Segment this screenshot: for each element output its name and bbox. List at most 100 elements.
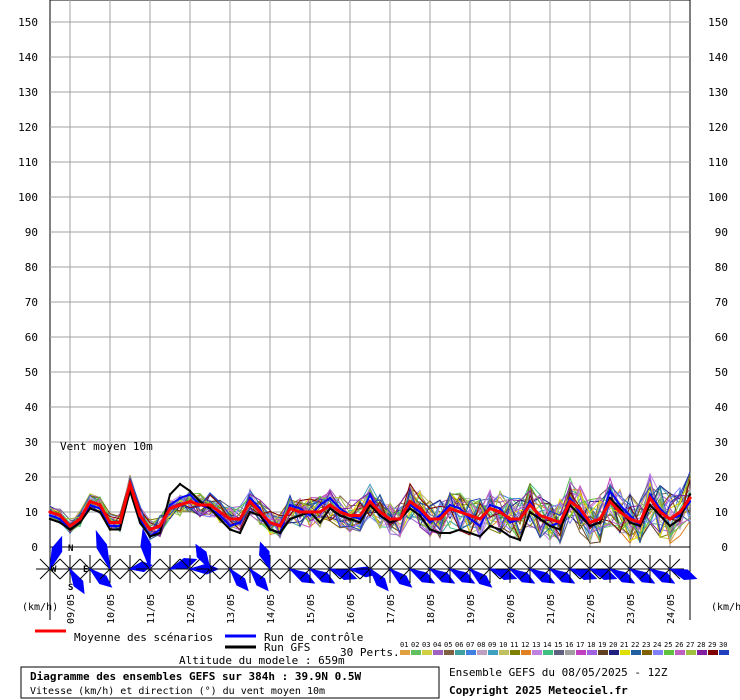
date-label: 24/05 (666, 594, 677, 624)
series-point-mean (388, 517, 392, 521)
series-point-mean (668, 517, 672, 521)
unit-left: (km/h) (22, 602, 58, 613)
series-point-mean (118, 520, 122, 525)
series-point-gfs (68, 528, 72, 531)
member-legend-id: 23 (642, 641, 650, 649)
member-legend-swatch (554, 650, 564, 655)
series-point-gfs (268, 528, 272, 531)
member-legend-id: 21 (620, 641, 628, 649)
series-point-gfs (98, 510, 102, 514)
series-point-control (248, 496, 252, 500)
series-point-mean (58, 513, 62, 518)
wind-wedge (668, 568, 698, 580)
wind-wedge (259, 541, 271, 571)
series-point-gfs (328, 507, 332, 510)
date-label: 19/05 (466, 594, 477, 624)
member-legend-swatch (675, 650, 685, 655)
y-tick-label-right: 10 (715, 506, 728, 519)
series-point-control (508, 521, 512, 524)
series-point-mean (438, 517, 442, 521)
series-point-mean (518, 517, 522, 521)
series-point-control (238, 521, 242, 524)
member-legend-id: 27 (686, 641, 694, 649)
member-legend: 01 02 03 04 05 06 07 08 09 10 11 12 13 14 15 16 17 18 19 20… (400, 641, 729, 655)
date-label: 22/05 (586, 594, 597, 624)
member-legend-swatch (532, 650, 542, 655)
series-point-gfs (478, 535, 482, 538)
member-legend-id: 16 (565, 641, 573, 649)
chart-title: Diagramme des ensembles GEFS sur 384h : … (30, 670, 362, 683)
series-point-control (448, 503, 452, 507)
member-legend-swatch (543, 650, 553, 655)
series-point-gfs (588, 524, 592, 528)
series-point-gfs (218, 517, 222, 521)
series-point-control (528, 500, 532, 503)
run-info: Ensemble GEFS du 08/05/2025 - 12Z (449, 666, 668, 679)
series-point-mean (528, 503, 532, 507)
wind-wedge (95, 529, 111, 570)
series-point-mean (398, 517, 402, 521)
series-point-mean (628, 517, 632, 521)
wind-wedge (248, 567, 269, 592)
date-label: 18/05 (426, 594, 437, 624)
series-point-mean (278, 524, 282, 528)
member-legend-swatch (686, 650, 696, 655)
series-point-gfs (418, 514, 422, 517)
wind-wedge (288, 568, 316, 584)
date-label: 12/05 (186, 594, 197, 624)
series-point-gfs (178, 482, 182, 486)
series-point-gfs (158, 531, 162, 535)
main-series (48, 478, 692, 542)
series-point-control (648, 493, 652, 496)
series-point-gfs (428, 528, 432, 531)
member-legend-id: 09 (488, 641, 496, 649)
member-legend-swatch (719, 650, 729, 655)
series-point-control (188, 493, 192, 496)
date-label: 14/05 (266, 594, 277, 624)
y-tick-label-left: 20 (25, 471, 38, 484)
series-point-control (368, 493, 372, 496)
series-point-mean (348, 513, 352, 518)
member-legend-swatch (444, 650, 454, 655)
y-tick-label-right: 110 (708, 156, 728, 169)
series-point-gfs (208, 507, 212, 510)
member-legend-id: 03 (422, 641, 430, 649)
wind-rose-13 (296, 555, 336, 584)
series-point-mean (568, 499, 572, 504)
y-tick-label-left: 120 (18, 121, 38, 134)
member-legend-swatch (631, 650, 641, 655)
member-legend-swatch (521, 650, 531, 655)
member-legend-id: 12 (521, 641, 529, 649)
series-point-gfs (118, 528, 122, 531)
compass-letter-W: W (51, 565, 57, 575)
series-point-gfs (408, 507, 412, 510)
y-tick-label-left: 100 (18, 191, 38, 204)
series-point-gfs (258, 514, 262, 517)
series-point-gfs (488, 524, 492, 528)
series-point-mean (48, 510, 52, 514)
series-point-mean (358, 513, 362, 518)
series-point-mean (208, 503, 212, 507)
series-point-gfs (358, 521, 362, 524)
series-point-gfs (458, 528, 462, 531)
member-legend-swatch (466, 650, 476, 655)
member-legend-id: 18 (587, 641, 595, 649)
series-point-control (48, 514, 52, 517)
y-tick-label-left: 10 (25, 506, 38, 519)
series-point-mean (308, 510, 312, 514)
series-point-gfs (388, 521, 392, 524)
series-point-mean (128, 482, 132, 486)
y-tick-label-left: 70 (25, 296, 38, 309)
wind-wedge (628, 568, 656, 584)
series-point-gfs (558, 528, 562, 531)
wind-wedge (648, 568, 676, 584)
member-legend-swatch (664, 650, 674, 655)
wind-wedge (508, 568, 536, 584)
series-point-control (438, 514, 442, 517)
series-point-gfs (678, 517, 682, 521)
member-legend-id: 22 (631, 641, 639, 649)
series-point-mean (228, 517, 232, 521)
y-tick-label-right: 30 (715, 436, 728, 449)
series-point-control (178, 496, 182, 500)
member-legend-swatch (620, 650, 630, 655)
